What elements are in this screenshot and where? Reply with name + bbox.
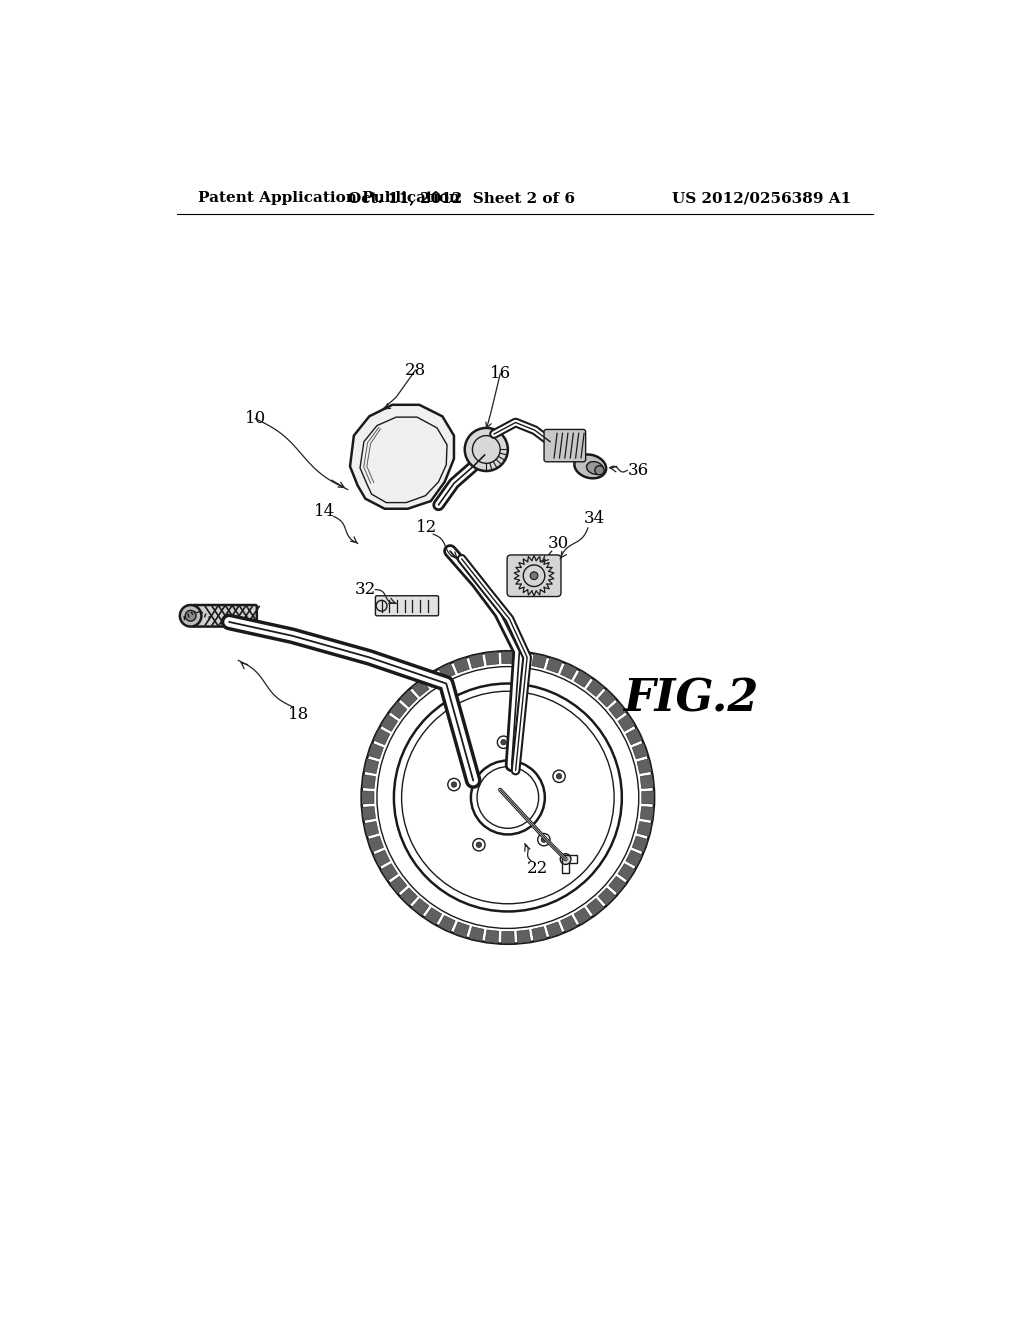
Circle shape xyxy=(556,774,562,779)
Polygon shape xyxy=(469,927,484,941)
Polygon shape xyxy=(485,929,499,944)
Polygon shape xyxy=(412,678,429,697)
Circle shape xyxy=(452,781,457,787)
FancyBboxPatch shape xyxy=(376,595,438,615)
Polygon shape xyxy=(381,863,397,880)
Circle shape xyxy=(180,605,202,627)
Text: 22: 22 xyxy=(526,859,548,876)
Circle shape xyxy=(501,739,506,744)
Ellipse shape xyxy=(587,462,603,474)
FancyBboxPatch shape xyxy=(193,605,257,627)
Polygon shape xyxy=(364,821,379,837)
Polygon shape xyxy=(608,876,627,894)
Circle shape xyxy=(473,838,485,851)
Circle shape xyxy=(595,466,604,475)
Polygon shape xyxy=(574,908,591,925)
Polygon shape xyxy=(608,701,627,719)
Polygon shape xyxy=(485,652,499,665)
Polygon shape xyxy=(560,916,578,932)
Polygon shape xyxy=(454,921,469,937)
Polygon shape xyxy=(626,729,642,744)
FancyBboxPatch shape xyxy=(507,554,561,597)
Circle shape xyxy=(447,779,460,791)
Polygon shape xyxy=(381,714,397,731)
Circle shape xyxy=(185,610,196,622)
Text: 14: 14 xyxy=(314,503,335,520)
Polygon shape xyxy=(389,876,407,894)
Polygon shape xyxy=(425,908,441,925)
Polygon shape xyxy=(374,850,390,867)
Polygon shape xyxy=(425,671,441,688)
Circle shape xyxy=(541,837,547,842)
FancyBboxPatch shape xyxy=(544,429,586,462)
Polygon shape xyxy=(560,663,578,680)
Polygon shape xyxy=(640,775,654,788)
Polygon shape xyxy=(574,671,591,688)
Polygon shape xyxy=(617,714,635,731)
Circle shape xyxy=(530,572,538,579)
Text: 12: 12 xyxy=(416,520,437,536)
Text: US 2012/0256389 A1: US 2012/0256389 A1 xyxy=(673,191,852,206)
Polygon shape xyxy=(361,775,376,788)
Circle shape xyxy=(553,770,565,783)
Polygon shape xyxy=(361,807,376,821)
Circle shape xyxy=(498,737,510,748)
Polygon shape xyxy=(587,899,604,916)
Polygon shape xyxy=(469,653,484,668)
Polygon shape xyxy=(517,652,530,665)
Polygon shape xyxy=(399,888,418,906)
Text: 16: 16 xyxy=(489,366,511,383)
Circle shape xyxy=(465,428,508,471)
Text: 30: 30 xyxy=(548,535,569,552)
Text: 36: 36 xyxy=(628,462,649,479)
Polygon shape xyxy=(632,836,648,851)
Polygon shape xyxy=(547,657,562,673)
Polygon shape xyxy=(642,791,654,804)
Polygon shape xyxy=(637,759,652,774)
Text: 28: 28 xyxy=(404,362,426,379)
Polygon shape xyxy=(617,863,635,880)
Polygon shape xyxy=(547,921,562,937)
Polygon shape xyxy=(531,927,547,941)
Text: 34: 34 xyxy=(584,511,605,527)
Polygon shape xyxy=(350,405,454,508)
Polygon shape xyxy=(640,807,654,821)
Polygon shape xyxy=(438,663,456,680)
Polygon shape xyxy=(632,743,648,759)
Polygon shape xyxy=(637,821,652,837)
Polygon shape xyxy=(412,899,429,916)
Polygon shape xyxy=(374,729,390,744)
Polygon shape xyxy=(531,653,547,668)
Circle shape xyxy=(560,854,571,865)
Polygon shape xyxy=(626,850,642,867)
Polygon shape xyxy=(361,791,374,804)
Polygon shape xyxy=(502,932,514,944)
Text: 32: 32 xyxy=(354,581,376,598)
Polygon shape xyxy=(517,929,530,944)
Text: FIG.2: FIG.2 xyxy=(624,677,759,721)
Polygon shape xyxy=(368,743,384,759)
Ellipse shape xyxy=(574,454,606,478)
Text: Oct. 11, 2012  Sheet 2 of 6: Oct. 11, 2012 Sheet 2 of 6 xyxy=(348,191,575,206)
Circle shape xyxy=(538,833,550,846)
Polygon shape xyxy=(368,836,384,851)
Polygon shape xyxy=(364,759,379,774)
Polygon shape xyxy=(454,657,469,673)
Polygon shape xyxy=(587,678,604,697)
Circle shape xyxy=(476,842,481,847)
Text: 18: 18 xyxy=(288,706,309,723)
Polygon shape xyxy=(399,689,418,708)
Polygon shape xyxy=(598,888,615,906)
Polygon shape xyxy=(389,701,407,719)
Polygon shape xyxy=(502,651,514,664)
Text: 10: 10 xyxy=(245,411,266,428)
Polygon shape xyxy=(438,916,456,932)
Text: Patent Application Publication: Patent Application Publication xyxy=(199,191,461,206)
Polygon shape xyxy=(598,689,615,708)
